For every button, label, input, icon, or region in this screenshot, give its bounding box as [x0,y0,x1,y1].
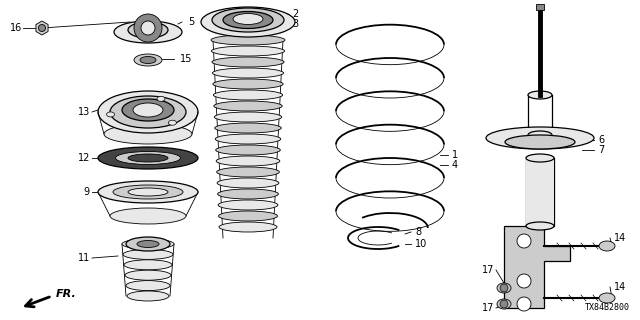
Ellipse shape [214,101,282,111]
Ellipse shape [216,145,280,155]
Ellipse shape [98,147,198,169]
Ellipse shape [223,12,273,28]
Circle shape [517,297,531,311]
Circle shape [500,284,508,292]
Ellipse shape [211,46,285,56]
Circle shape [38,25,45,31]
Text: 5: 5 [188,17,195,27]
Ellipse shape [123,249,173,260]
Ellipse shape [217,178,279,188]
Text: 10: 10 [415,239,428,249]
Text: 14: 14 [614,282,627,292]
Ellipse shape [599,241,615,251]
Ellipse shape [217,167,279,177]
Ellipse shape [211,35,285,45]
Ellipse shape [157,96,165,101]
Ellipse shape [168,120,177,125]
Ellipse shape [219,222,277,232]
Ellipse shape [137,241,159,247]
Ellipse shape [497,299,511,309]
Ellipse shape [216,156,280,166]
Ellipse shape [98,91,198,133]
Circle shape [517,234,531,248]
Ellipse shape [528,131,552,139]
Ellipse shape [526,222,554,230]
Circle shape [141,21,155,35]
Text: 3: 3 [292,19,298,29]
Ellipse shape [128,154,168,162]
Ellipse shape [212,57,284,67]
Ellipse shape [218,200,278,210]
Text: 1: 1 [452,150,458,160]
Text: 13: 13 [77,107,90,117]
Ellipse shape [126,281,170,291]
Ellipse shape [122,99,174,121]
Text: 12: 12 [77,153,90,163]
Ellipse shape [140,57,156,63]
Ellipse shape [215,123,281,133]
Ellipse shape [122,239,174,249]
Text: 11: 11 [77,253,90,263]
Text: 2: 2 [292,9,298,19]
Text: 16: 16 [10,23,22,33]
Ellipse shape [212,68,284,78]
Ellipse shape [526,154,554,162]
Ellipse shape [215,134,281,144]
Ellipse shape [98,181,198,203]
Ellipse shape [110,96,186,128]
Ellipse shape [201,7,295,37]
Ellipse shape [110,208,186,224]
Polygon shape [504,226,570,308]
Ellipse shape [497,283,511,293]
Ellipse shape [599,293,615,303]
Circle shape [134,14,162,42]
Polygon shape [36,21,48,35]
Ellipse shape [134,54,162,66]
Ellipse shape [505,135,575,149]
Text: 17: 17 [482,303,494,313]
Ellipse shape [113,185,183,199]
Ellipse shape [127,291,169,301]
Ellipse shape [115,151,180,164]
Text: 14: 14 [614,233,627,243]
FancyBboxPatch shape [526,158,554,226]
Ellipse shape [528,91,552,99]
Text: FR.: FR. [56,289,77,299]
Ellipse shape [128,22,168,38]
Ellipse shape [125,270,171,280]
Ellipse shape [213,90,283,100]
Circle shape [500,300,508,308]
Ellipse shape [107,112,115,117]
Ellipse shape [218,211,278,221]
Ellipse shape [218,189,278,199]
Ellipse shape [104,124,192,144]
Ellipse shape [128,188,168,196]
Ellipse shape [233,13,263,25]
Text: 7: 7 [598,145,604,155]
Text: 4: 4 [452,160,458,170]
Circle shape [517,274,531,288]
Text: TX84B2800: TX84B2800 [585,303,630,312]
Text: 6: 6 [598,135,604,145]
Ellipse shape [124,260,172,270]
Ellipse shape [486,127,594,149]
Ellipse shape [114,21,182,43]
Ellipse shape [212,8,284,32]
Ellipse shape [133,103,163,117]
Text: 8: 8 [415,227,421,237]
Ellipse shape [213,79,283,89]
Text: 9: 9 [84,187,90,197]
FancyBboxPatch shape [536,4,544,10]
Ellipse shape [214,112,282,122]
Text: 17: 17 [482,265,494,275]
Text: 15: 15 [180,54,193,64]
Ellipse shape [126,237,170,251]
